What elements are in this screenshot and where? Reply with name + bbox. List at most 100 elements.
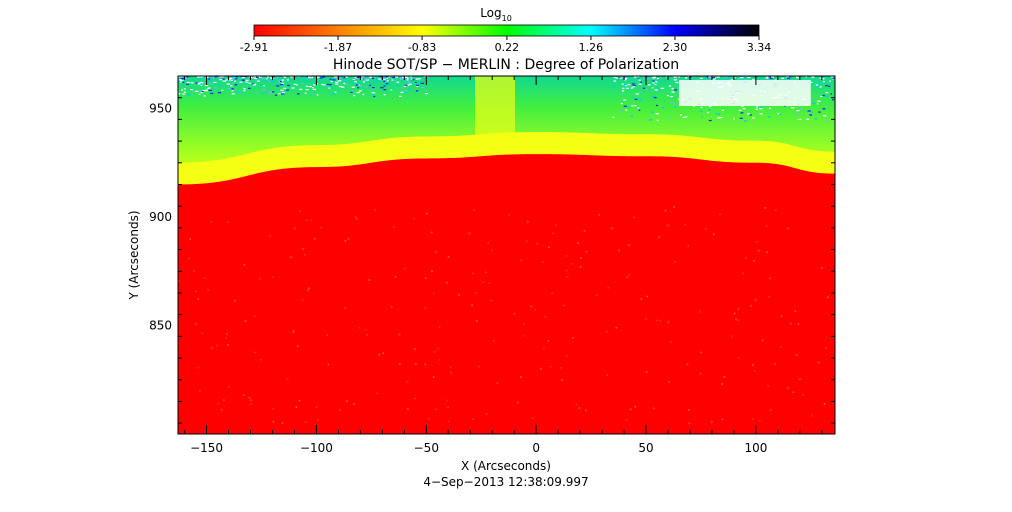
noise-speckle [321, 83, 325, 86]
noise-speckle [785, 76, 789, 78]
noise-speckle [268, 93, 272, 95]
noise-speckle [182, 76, 185, 78]
disk-speckle [765, 225, 768, 227]
noise-speckle [202, 76, 204, 78]
disk-speckle [471, 304, 473, 306]
x-tick-label: 50 [638, 441, 653, 455]
noise-speckle [209, 82, 213, 84]
colorbar-label: Log10 [480, 6, 512, 23]
noise-speckle [380, 87, 384, 89]
disk-speckle [687, 245, 689, 247]
noise-speckle [648, 85, 651, 87]
disk-speckle [775, 209, 777, 211]
noise-speckle [179, 81, 182, 83]
disk-speckle [344, 307, 346, 309]
disk-speckle [827, 296, 829, 299]
noise-speckle [765, 77, 769, 79]
disk-speckle [721, 383, 723, 385]
noise-speckle [816, 103, 819, 105]
disk-speckle [299, 210, 301, 212]
noise-speckle [622, 87, 625, 89]
noise-speckle [410, 76, 413, 78]
disk-speckle [365, 329, 367, 331]
noise-speckle [637, 98, 640, 100]
noise-speckle [252, 76, 257, 78]
disk-speckle [628, 244, 630, 247]
disk-speckle [320, 226, 322, 229]
noise-speckle [407, 82, 410, 84]
disk-speckle [225, 337, 228, 340]
noise-speckle [673, 79, 677, 81]
disk-speckle [770, 409, 772, 411]
noise-speckle [210, 92, 214, 94]
noise-speckle [614, 77, 616, 79]
noise-speckle [200, 83, 203, 85]
disk-speckle [368, 279, 370, 281]
noise-speckle [657, 80, 660, 83]
noise-speckle [257, 76, 261, 78]
disk-speckle [253, 315, 256, 318]
disk-speckle [216, 344, 218, 347]
disk-speckle [435, 408, 437, 410]
noise-speckle [744, 77, 748, 79]
disk-speckle [818, 361, 820, 364]
noise-speckle [747, 113, 750, 115]
disk-speckle [447, 256, 450, 258]
noise-speckle [180, 78, 184, 80]
disk-speckle [374, 209, 376, 211]
disk-speckle [281, 422, 284, 424]
noise-speckle [234, 84, 238, 86]
noise-speckle [184, 76, 187, 78]
disk-speckle [797, 323, 800, 325]
noise-speckle [652, 80, 655, 82]
disk-speckle [799, 378, 801, 381]
disk-speckle [431, 270, 433, 273]
noise-speckle [382, 76, 386, 78]
noise-speckle [304, 92, 307, 94]
noise-speckle [184, 91, 186, 93]
noise-speckle [653, 76, 656, 78]
noise-speckle [660, 87, 665, 89]
disk-speckle [473, 209, 475, 211]
noise-speckle [248, 82, 252, 84]
disk-speckle [407, 408, 409, 410]
noise-speckle [210, 76, 215, 78]
central-column [475, 76, 515, 136]
disk-speckle [234, 299, 236, 302]
disk-speckle [226, 333, 228, 335]
disk-speckle [534, 308, 537, 311]
noise-speckle [178, 93, 181, 95]
disk-speckle [378, 353, 380, 356]
noise-speckle [239, 81, 243, 83]
noise-speckle [768, 107, 772, 109]
noise-speckle [648, 119, 653, 121]
noise-speckle [187, 94, 191, 96]
noise-speckle [208, 87, 211, 89]
noise-speckle [200, 92, 204, 94]
noise-speckle [655, 81, 659, 83]
disk-speckle [476, 320, 478, 322]
noise-speckle [818, 82, 822, 84]
noise-speckle [781, 77, 785, 79]
noise-speckle [402, 76, 405, 79]
noise-speckle [764, 76, 767, 78]
noise-speckle [203, 95, 206, 97]
noise-speckle [351, 86, 355, 88]
noise-speckle [404, 84, 408, 86]
noise-speckle [740, 77, 744, 79]
noise-speckle [798, 118, 801, 120]
disk-speckle [195, 323, 197, 325]
disk-speckle [544, 315, 547, 318]
noise-speckle [823, 81, 825, 83]
disk-speckle [491, 249, 493, 252]
noise-speckle [232, 82, 235, 84]
noise-speckle [620, 93, 623, 95]
disk-speckle [700, 351, 702, 354]
disk-speckle [437, 348, 439, 350]
disk-speckle [404, 267, 406, 270]
noise-speckle [214, 76, 218, 78]
noise-speckle [401, 87, 405, 89]
disk-speckle [354, 216, 357, 218]
noise-speckle [787, 77, 791, 79]
noise-speckle [317, 76, 319, 78]
